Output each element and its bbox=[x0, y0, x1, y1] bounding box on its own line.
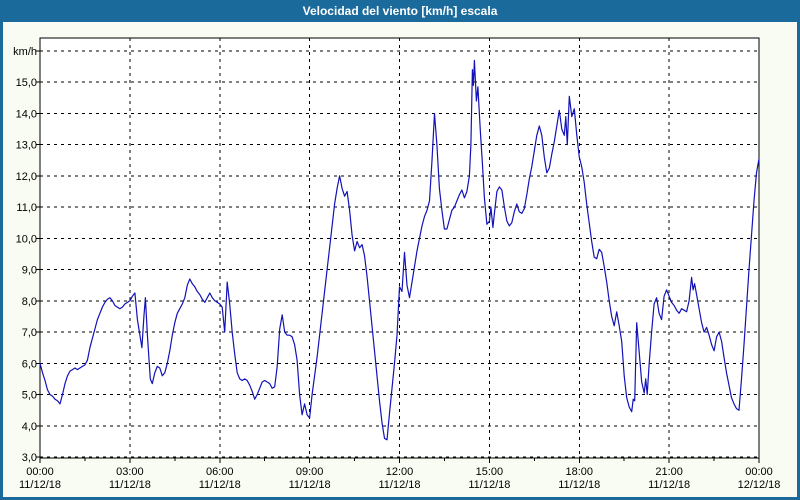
x-axis-time-label: 09:00 bbox=[296, 466, 324, 478]
y-axis-label: 11,0 bbox=[16, 202, 37, 214]
x-axis-date-label: 11/12/18 bbox=[378, 479, 420, 491]
x-axis-time-label: 18:00 bbox=[565, 466, 593, 478]
x-axis-time-label: 15:00 bbox=[476, 466, 504, 478]
y-axis-label: 15,0 bbox=[16, 77, 37, 89]
title-bar: Velocidad del viento [km/h] escala bbox=[0, 0, 800, 22]
x-axis-date-label: 11/12/18 bbox=[289, 479, 331, 491]
x-axis-date-label: 11/12/18 bbox=[109, 479, 151, 491]
x-axis-time-label: 03:00 bbox=[116, 466, 144, 478]
plot-container: 3,0 4,0 5,0 6,0 7,0 8,0 9,0 10,0 11,0 12,0 13,0 14,… bbox=[3, 22, 797, 497]
y-axis-label: 4,0 bbox=[22, 421, 37, 433]
x-axis-date-label: 11/12/18 bbox=[558, 479, 600, 491]
y-axis-label: 10,0 bbox=[16, 233, 37, 245]
x-axis-time-label: 00:00 bbox=[26, 466, 54, 478]
y-axis-label: 5,0 bbox=[22, 390, 37, 402]
wind-speed-series-line bbox=[39, 59, 760, 441]
x-axis-date-label: 11/12/18 bbox=[468, 479, 510, 491]
x-axis-time-label: 12:00 bbox=[386, 466, 414, 478]
x-axis-date-label: 11/12/18 bbox=[648, 479, 690, 491]
y-axis-label: 12,0 bbox=[16, 171, 37, 183]
y-axis-label: 14,0 bbox=[16, 108, 37, 120]
y-axis-label: 7,0 bbox=[22, 327, 37, 339]
x-axis-date-label: 12/12/18 bbox=[738, 479, 781, 491]
x-axis-time-label: 06:00 bbox=[206, 466, 234, 478]
x-axis-time-label: 21:00 bbox=[655, 466, 683, 478]
y-axis-label: 3,0 bbox=[22, 452, 37, 464]
wind-speed-chart: 3,0 4,0 5,0 6,0 7,0 8,0 9,0 10,0 11,0 12,0 13,0 14,… bbox=[13, 37, 781, 491]
y-axis-label: 13,0 bbox=[16, 140, 37, 152]
y-axis-label: 9,0 bbox=[22, 265, 37, 277]
x-axis-date-label: 11/12/18 bbox=[199, 479, 241, 491]
y-axis-label: 8,0 bbox=[22, 296, 37, 308]
x-axis-time-label: 00:00 bbox=[745, 466, 773, 478]
y-axis-unit-label: km/h bbox=[13, 46, 37, 58]
chart-title: Velocidad del viento [km/h] escala bbox=[302, 4, 498, 18]
x-axis-date-label: 11/12/18 bbox=[19, 479, 61, 491]
y-axis-label: 6,0 bbox=[22, 358, 37, 370]
